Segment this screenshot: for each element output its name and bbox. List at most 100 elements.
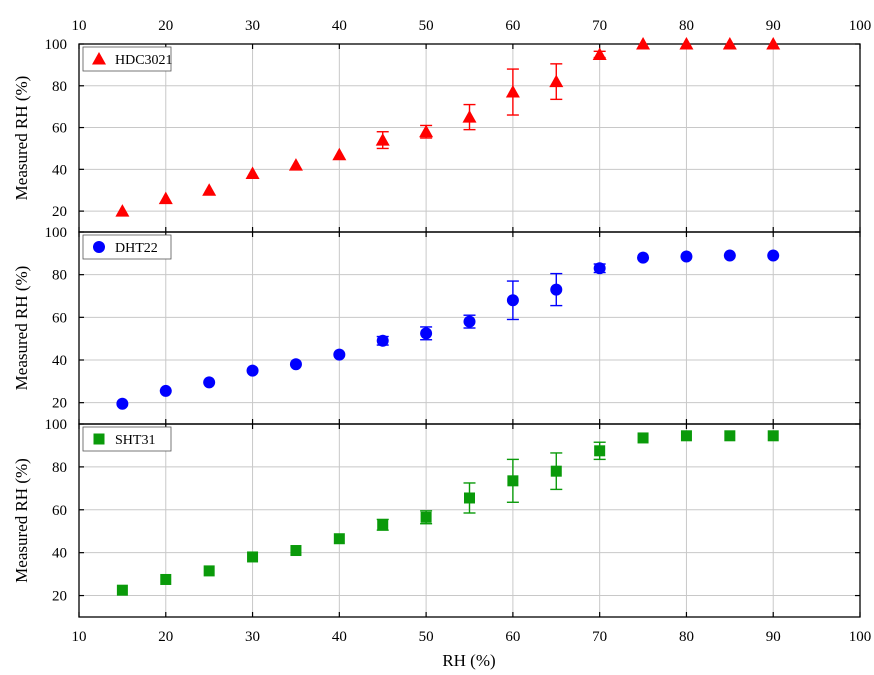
data-point: [637, 251, 650, 264]
series-SHT31: [116, 430, 779, 596]
x-tick-label: 80: [679, 629, 694, 645]
x-tick-label-top: 70: [592, 18, 607, 34]
y-axis-title: Measured RH (%): [12, 76, 31, 201]
data-point: [505, 85, 520, 98]
data-point: [462, 110, 477, 123]
series-HDC3021: [115, 37, 781, 217]
data-point: [419, 124, 434, 138]
data-point: [160, 573, 172, 585]
data-point: [680, 430, 692, 442]
legend: DHT22: [82, 234, 172, 260]
x-tick-label-top: 30: [245, 18, 260, 34]
panel-3: 20 40 60 80 100 10 20 30 40 50 60 70 80 90 100 Measured…: [12, 417, 871, 645]
y-axis-title: Measured RH (%): [12, 266, 31, 391]
y-tick-label: 20: [52, 204, 67, 220]
legend: HDC3021: [82, 46, 173, 72]
x-tick-label-top: 40: [332, 18, 347, 34]
x-tick-label: 70: [592, 629, 607, 645]
x-tick-label: 40: [332, 629, 347, 645]
data-point: [247, 551, 259, 563]
y-tick-label: 100: [45, 417, 68, 433]
y-tick-label: 20: [52, 396, 67, 412]
data-point: [767, 430, 779, 442]
y-tick-label: 80: [52, 460, 67, 476]
data-point: [464, 492, 475, 504]
data-point: [333, 348, 346, 361]
x-axis-title: RH (%): [442, 651, 495, 670]
data-point: [203, 376, 216, 389]
data-point: [116, 397, 129, 410]
legend-label: SHT31: [115, 433, 155, 448]
x-tick-label-top: 80: [679, 18, 694, 34]
data-point: [420, 327, 433, 340]
x-tick-label: 90: [766, 629, 781, 645]
x-tick-label-top: 60: [505, 18, 520, 34]
data-point: [594, 445, 606, 457]
data-point: [290, 545, 302, 557]
x-tick-label-top: 20: [158, 18, 173, 34]
data-point: [766, 37, 781, 50]
data-point: [506, 294, 519, 307]
data-point: [680, 250, 693, 263]
x-tick-label: 10: [72, 629, 87, 645]
y-tick-label: 80: [52, 79, 67, 95]
data-point: [593, 262, 606, 275]
plot-frame: [78, 43, 861, 233]
y-tick-label: 100: [45, 37, 68, 53]
x-tick-label: 50: [419, 629, 434, 645]
legend-marker: [92, 52, 106, 65]
data-point: [332, 147, 347, 161]
data-point: [592, 47, 607, 60]
legend-marker: [93, 433, 105, 445]
x-tick-label: 100: [849, 629, 872, 645]
x-tick-label-top: 90: [766, 18, 781, 34]
data-point: [115, 204, 130, 217]
y-tick-label: 40: [52, 353, 67, 369]
legend-marker: [93, 241, 105, 253]
data-point: [550, 465, 562, 477]
data-point: [288, 158, 303, 171]
data-point: [377, 519, 389, 531]
data-point: [246, 364, 259, 377]
y-tick-label: 40: [52, 162, 67, 178]
data-point: [289, 358, 302, 371]
data-point: [375, 133, 390, 146]
legend: SHT31: [82, 426, 172, 452]
x-tick-label: 60: [505, 629, 520, 645]
panel-2: 20 40 60 80 100 Measured RH (%) DHT22: [12, 225, 861, 425]
y-tick-label: 60: [52, 121, 67, 137]
data-point: [722, 37, 737, 50]
data-point: [158, 191, 173, 205]
data-point: [116, 584, 128, 596]
x-tick-label-top: 10: [72, 18, 87, 34]
data-point: [376, 334, 389, 347]
data-point: [420, 511, 432, 523]
y-axis-title: Measured RH (%): [12, 458, 31, 583]
x-tick-label-top: 50: [419, 18, 434, 34]
x-tick-label: 20: [158, 629, 173, 645]
y-tick-label: 60: [52, 503, 67, 519]
legend-label: DHT22: [115, 241, 158, 256]
plot-frame: [78, 423, 861, 618]
data-point: [723, 249, 736, 262]
y-tick-label: 80: [52, 268, 67, 284]
data-point: [333, 533, 345, 545]
series-DHT22: [116, 249, 780, 410]
data-point: [637, 432, 649, 444]
data-point: [463, 315, 476, 328]
data-point: [203, 565, 215, 577]
legend-label: HDC3021: [115, 53, 173, 68]
x-tick-label: 30: [245, 629, 260, 645]
y-tick-label: 100: [45, 225, 68, 241]
data-point: [507, 475, 519, 487]
data-point: [724, 430, 736, 442]
data-point: [245, 166, 260, 180]
data-point: [202, 183, 217, 196]
data-point: [636, 37, 651, 50]
y-tick-label: 20: [52, 589, 67, 605]
data-point: [159, 384, 172, 397]
y-tick-label: 60: [52, 310, 67, 326]
